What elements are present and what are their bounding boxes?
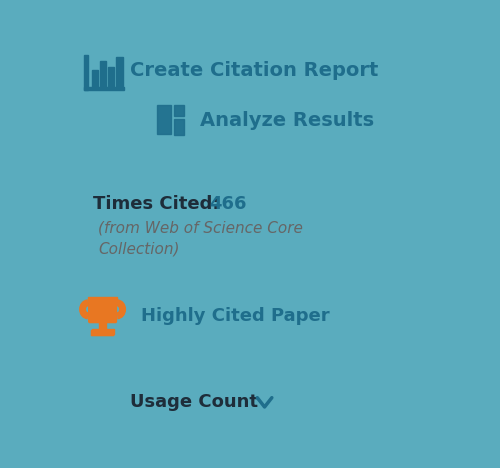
Bar [88,297,117,302]
Bar [100,61,106,87]
Bar [92,329,114,335]
Bar [116,57,122,87]
Text: Highly Cited Paper: Highly Cited Paper [141,307,330,325]
Bar [174,105,184,117]
Bar [99,322,106,331]
Text: Collection): Collection) [98,241,180,256]
Bar [92,70,98,87]
Text: Analyze Results: Analyze Results [200,111,374,130]
Text: Times Cited:: Times Cited: [94,195,226,213]
Bar [157,105,171,133]
Bar [108,66,114,87]
Bar [84,55,88,90]
Text: 466: 466 [209,195,246,213]
Bar [84,87,124,90]
Text: (from Web of Science Core: (from Web of Science Core [98,221,303,236]
FancyBboxPatch shape [91,330,114,336]
Bar [174,119,184,135]
FancyBboxPatch shape [88,299,117,323]
Text: Usage Count: Usage Count [130,393,258,411]
Text: Create Citation Report: Create Citation Report [130,61,378,80]
